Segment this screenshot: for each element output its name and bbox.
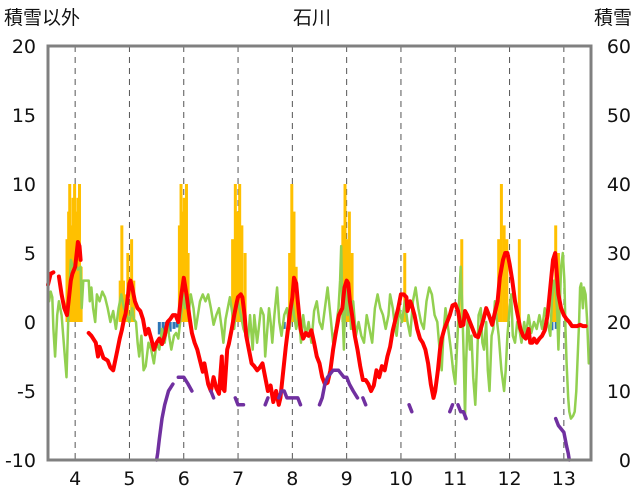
precip-bar [68,184,72,322]
x-tick-label: 9 [341,468,353,490]
x-tick-label: 11 [443,468,467,490]
y-right-tick-label: 50 [607,105,631,127]
negative-bar [175,322,179,328]
precip-bar [236,211,240,322]
y-right-tick-label: 0 [619,450,631,472]
series-line-purple-snow [456,403,468,421]
precip-bar [120,225,124,322]
series-line-purple-snow [361,396,368,407]
precip-bar [181,211,185,322]
grid-layer [74,46,565,460]
precip-bar [290,184,294,322]
precip-bar [292,211,296,322]
precip-bar [350,253,354,322]
precip-bar [231,239,235,322]
negative-bar [282,322,286,329]
y-left-tick-label: 0 [24,312,36,334]
precip-bar [238,184,242,322]
series-line-purple-snow [176,375,194,393]
negative-bar [172,322,176,329]
precip-bar [73,184,77,322]
y-left-tick-label: 5 [24,243,36,265]
y-right-tick-label: 10 [607,381,631,403]
series-line-purple-snow [209,389,216,400]
precip-bar [505,239,509,322]
precip-bar [182,197,186,322]
y-left-tick-label: -5 [17,381,36,403]
precip-bar [184,184,188,322]
series-line-purple-snow [154,382,175,462]
x-tick-label: 10 [389,468,413,490]
left-axis-label: 積雪以外 [4,7,80,29]
precip-bar [243,253,247,322]
precip-bar [517,239,521,322]
lines-layer [46,240,591,462]
plot-frame [46,44,593,462]
y-left-tick-label: 15 [12,105,36,127]
series-line-red [86,251,588,407]
negative-bar [157,322,161,335]
negative-bar [161,322,165,334]
precip-bar [71,197,75,322]
precip-bar [499,184,503,322]
series-line-purple-snow [448,403,455,414]
precip-bar [240,225,244,322]
y-right-tick-label: 60 [607,36,631,58]
chart-title: 石川 [293,7,331,29]
x-tick-label: 6 [178,468,190,490]
y-left-tick-label: 20 [12,36,36,58]
precip-bar [179,184,183,322]
precip-bar [186,253,190,322]
right-axis-label: 積雪 [594,7,632,29]
x-tick-label: 7 [232,468,244,490]
x-tick-label: 12 [497,468,521,490]
y-left-tick-label: -10 [5,450,36,472]
negative-bar [168,322,172,332]
precip-bar [502,225,506,322]
x-tick-label: 13 [552,468,576,490]
y-left-tick-label: 10 [12,174,36,196]
series-line-purple-snow [407,403,414,414]
x-tick-label: 5 [123,468,135,490]
x-tick-label: 4 [69,468,81,490]
series-line-purple-snow [263,396,270,407]
precip-bar [65,239,69,322]
y-right-tick-label: 40 [607,174,631,196]
precip-bar [288,253,292,322]
precip-bar [343,184,347,322]
series-line-purple-snow [233,396,246,407]
precip-bar [177,225,181,322]
series-line-purple-snow [553,416,572,462]
y-right-tick-label: 30 [607,243,631,265]
y-right-tick-label: 20 [607,312,631,334]
precip-bar [233,184,237,322]
negative-bar [554,322,558,329]
series-line-purple-snow [277,389,303,407]
x-tick-label: 8 [286,468,298,490]
precip-bar [403,253,407,322]
series-line-red [56,240,83,318]
precip-bar [347,211,351,322]
series-line-purple-snow [317,368,360,407]
